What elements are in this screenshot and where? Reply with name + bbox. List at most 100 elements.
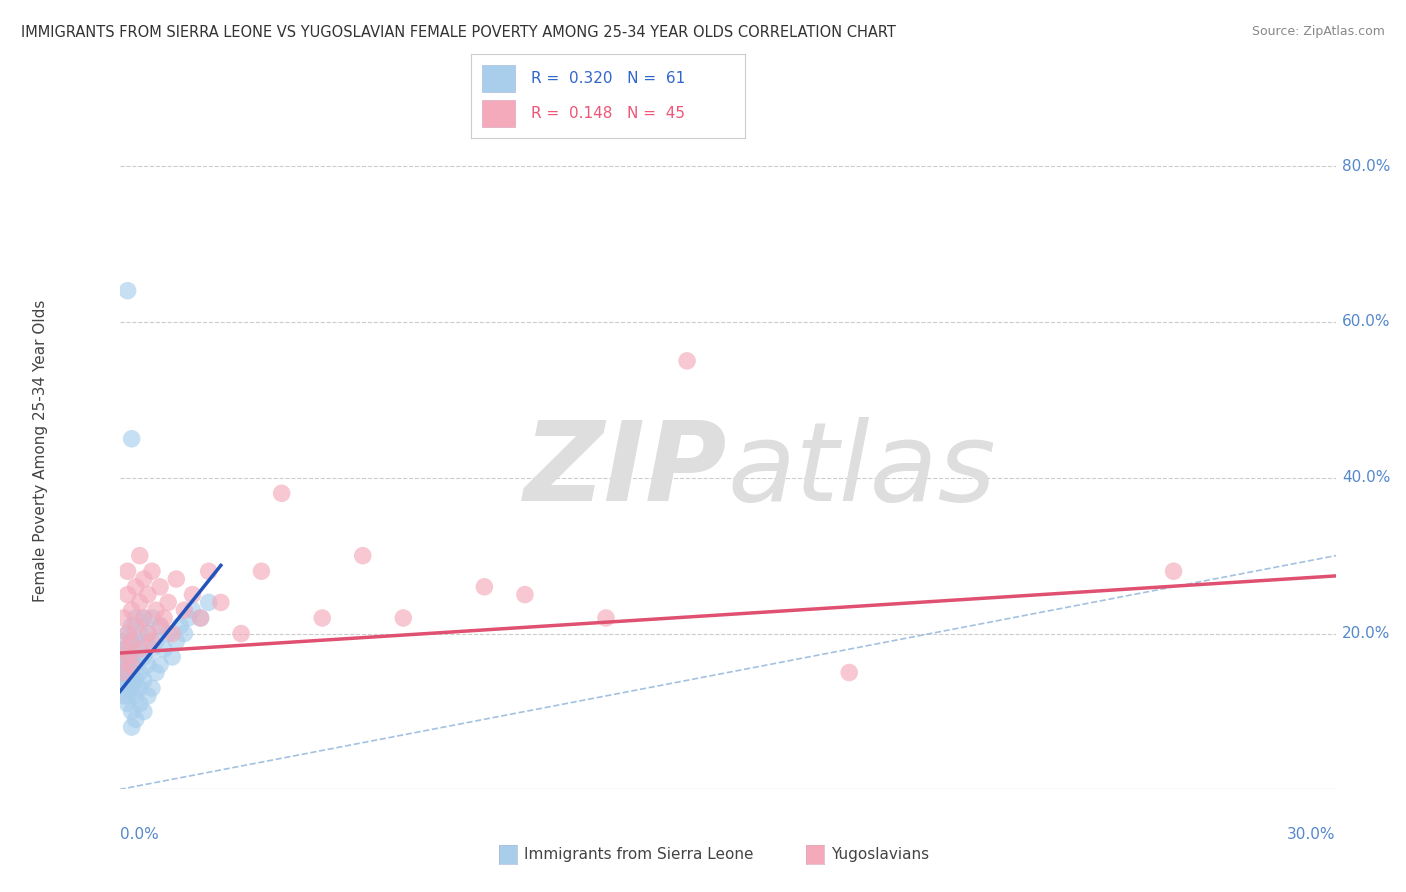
Point bbox=[121, 665, 143, 680]
Point bbox=[141, 681, 163, 695]
Point bbox=[121, 634, 143, 648]
Point bbox=[169, 619, 191, 633]
Point bbox=[112, 634, 135, 648]
Point bbox=[136, 689, 159, 703]
Point bbox=[117, 626, 139, 640]
Point bbox=[117, 284, 139, 298]
Point bbox=[112, 665, 135, 680]
Point bbox=[352, 549, 374, 563]
Point bbox=[132, 611, 155, 625]
Point bbox=[160, 626, 183, 640]
Point bbox=[112, 681, 135, 695]
Point bbox=[117, 649, 139, 664]
Text: atlas: atlas bbox=[728, 417, 997, 524]
Point bbox=[132, 572, 155, 586]
Point bbox=[117, 626, 139, 640]
Point bbox=[121, 720, 143, 734]
Point bbox=[112, 642, 135, 657]
Point bbox=[595, 611, 617, 625]
Point bbox=[117, 665, 139, 680]
Point bbox=[117, 564, 139, 578]
Point bbox=[128, 626, 150, 640]
Point bbox=[676, 354, 699, 368]
Point bbox=[117, 673, 139, 688]
Text: 0.0%: 0.0% bbox=[120, 827, 159, 842]
Point bbox=[149, 619, 172, 633]
Point bbox=[136, 626, 159, 640]
Point bbox=[153, 611, 176, 625]
Point bbox=[838, 665, 860, 680]
Point bbox=[125, 634, 148, 648]
Point bbox=[165, 634, 187, 648]
Point bbox=[141, 611, 163, 625]
Point bbox=[121, 649, 143, 664]
Point bbox=[149, 619, 172, 633]
Point bbox=[112, 689, 135, 703]
Text: Yugoslavians: Yugoslavians bbox=[831, 847, 929, 862]
Text: Immigrants from Sierra Leone: Immigrants from Sierra Leone bbox=[524, 847, 754, 862]
Text: Source: ZipAtlas.com: Source: ZipAtlas.com bbox=[1251, 25, 1385, 38]
Point bbox=[157, 595, 180, 609]
Point bbox=[125, 689, 148, 703]
Point bbox=[117, 657, 139, 672]
Point bbox=[121, 619, 143, 633]
Point bbox=[125, 619, 148, 633]
Point bbox=[231, 626, 253, 640]
Point bbox=[132, 611, 155, 625]
Point bbox=[197, 595, 219, 609]
Text: 80.0%: 80.0% bbox=[1341, 159, 1391, 174]
Point bbox=[173, 626, 195, 640]
Point bbox=[190, 611, 212, 625]
Point bbox=[145, 665, 167, 680]
Point bbox=[132, 649, 155, 664]
Point bbox=[121, 634, 143, 648]
Point bbox=[128, 549, 150, 563]
Point bbox=[125, 712, 148, 726]
Point bbox=[117, 649, 139, 664]
Point bbox=[112, 665, 135, 680]
Point bbox=[181, 588, 204, 602]
Text: 60.0%: 60.0% bbox=[1341, 314, 1391, 329]
Point bbox=[112, 611, 135, 625]
Point bbox=[513, 588, 536, 602]
Point bbox=[270, 486, 292, 500]
Point bbox=[392, 611, 415, 625]
Point bbox=[121, 673, 143, 688]
Point bbox=[190, 611, 212, 625]
Point bbox=[149, 580, 172, 594]
Point bbox=[136, 588, 159, 602]
Point bbox=[112, 657, 135, 672]
Point bbox=[209, 595, 232, 609]
Point bbox=[117, 689, 139, 703]
Point bbox=[173, 603, 195, 617]
Text: R =  0.320   N =  61: R = 0.320 N = 61 bbox=[531, 70, 686, 86]
Point bbox=[128, 642, 150, 657]
Point bbox=[145, 603, 167, 617]
Text: 40.0%: 40.0% bbox=[1341, 470, 1391, 485]
Point bbox=[121, 705, 143, 719]
Bar bbox=[482, 64, 515, 92]
Text: R =  0.148   N =  45: R = 0.148 N = 45 bbox=[531, 106, 685, 121]
Point bbox=[181, 603, 204, 617]
Point bbox=[128, 665, 150, 680]
Point bbox=[136, 626, 159, 640]
Point bbox=[149, 657, 172, 672]
Point bbox=[121, 657, 143, 672]
Point bbox=[160, 649, 183, 664]
Point bbox=[112, 649, 135, 664]
Point bbox=[197, 564, 219, 578]
Point bbox=[153, 642, 176, 657]
Point bbox=[117, 588, 139, 602]
Point bbox=[177, 611, 200, 625]
Text: Female Poverty Among 25-34 Year Olds: Female Poverty Among 25-34 Year Olds bbox=[32, 300, 48, 601]
Point bbox=[112, 673, 135, 688]
Point bbox=[125, 580, 148, 594]
Point bbox=[1163, 564, 1185, 578]
Point bbox=[132, 673, 155, 688]
Point bbox=[136, 657, 159, 672]
Point bbox=[117, 697, 139, 711]
Point bbox=[125, 611, 148, 625]
Point bbox=[141, 642, 163, 657]
Point bbox=[250, 564, 273, 578]
Point bbox=[165, 572, 187, 586]
